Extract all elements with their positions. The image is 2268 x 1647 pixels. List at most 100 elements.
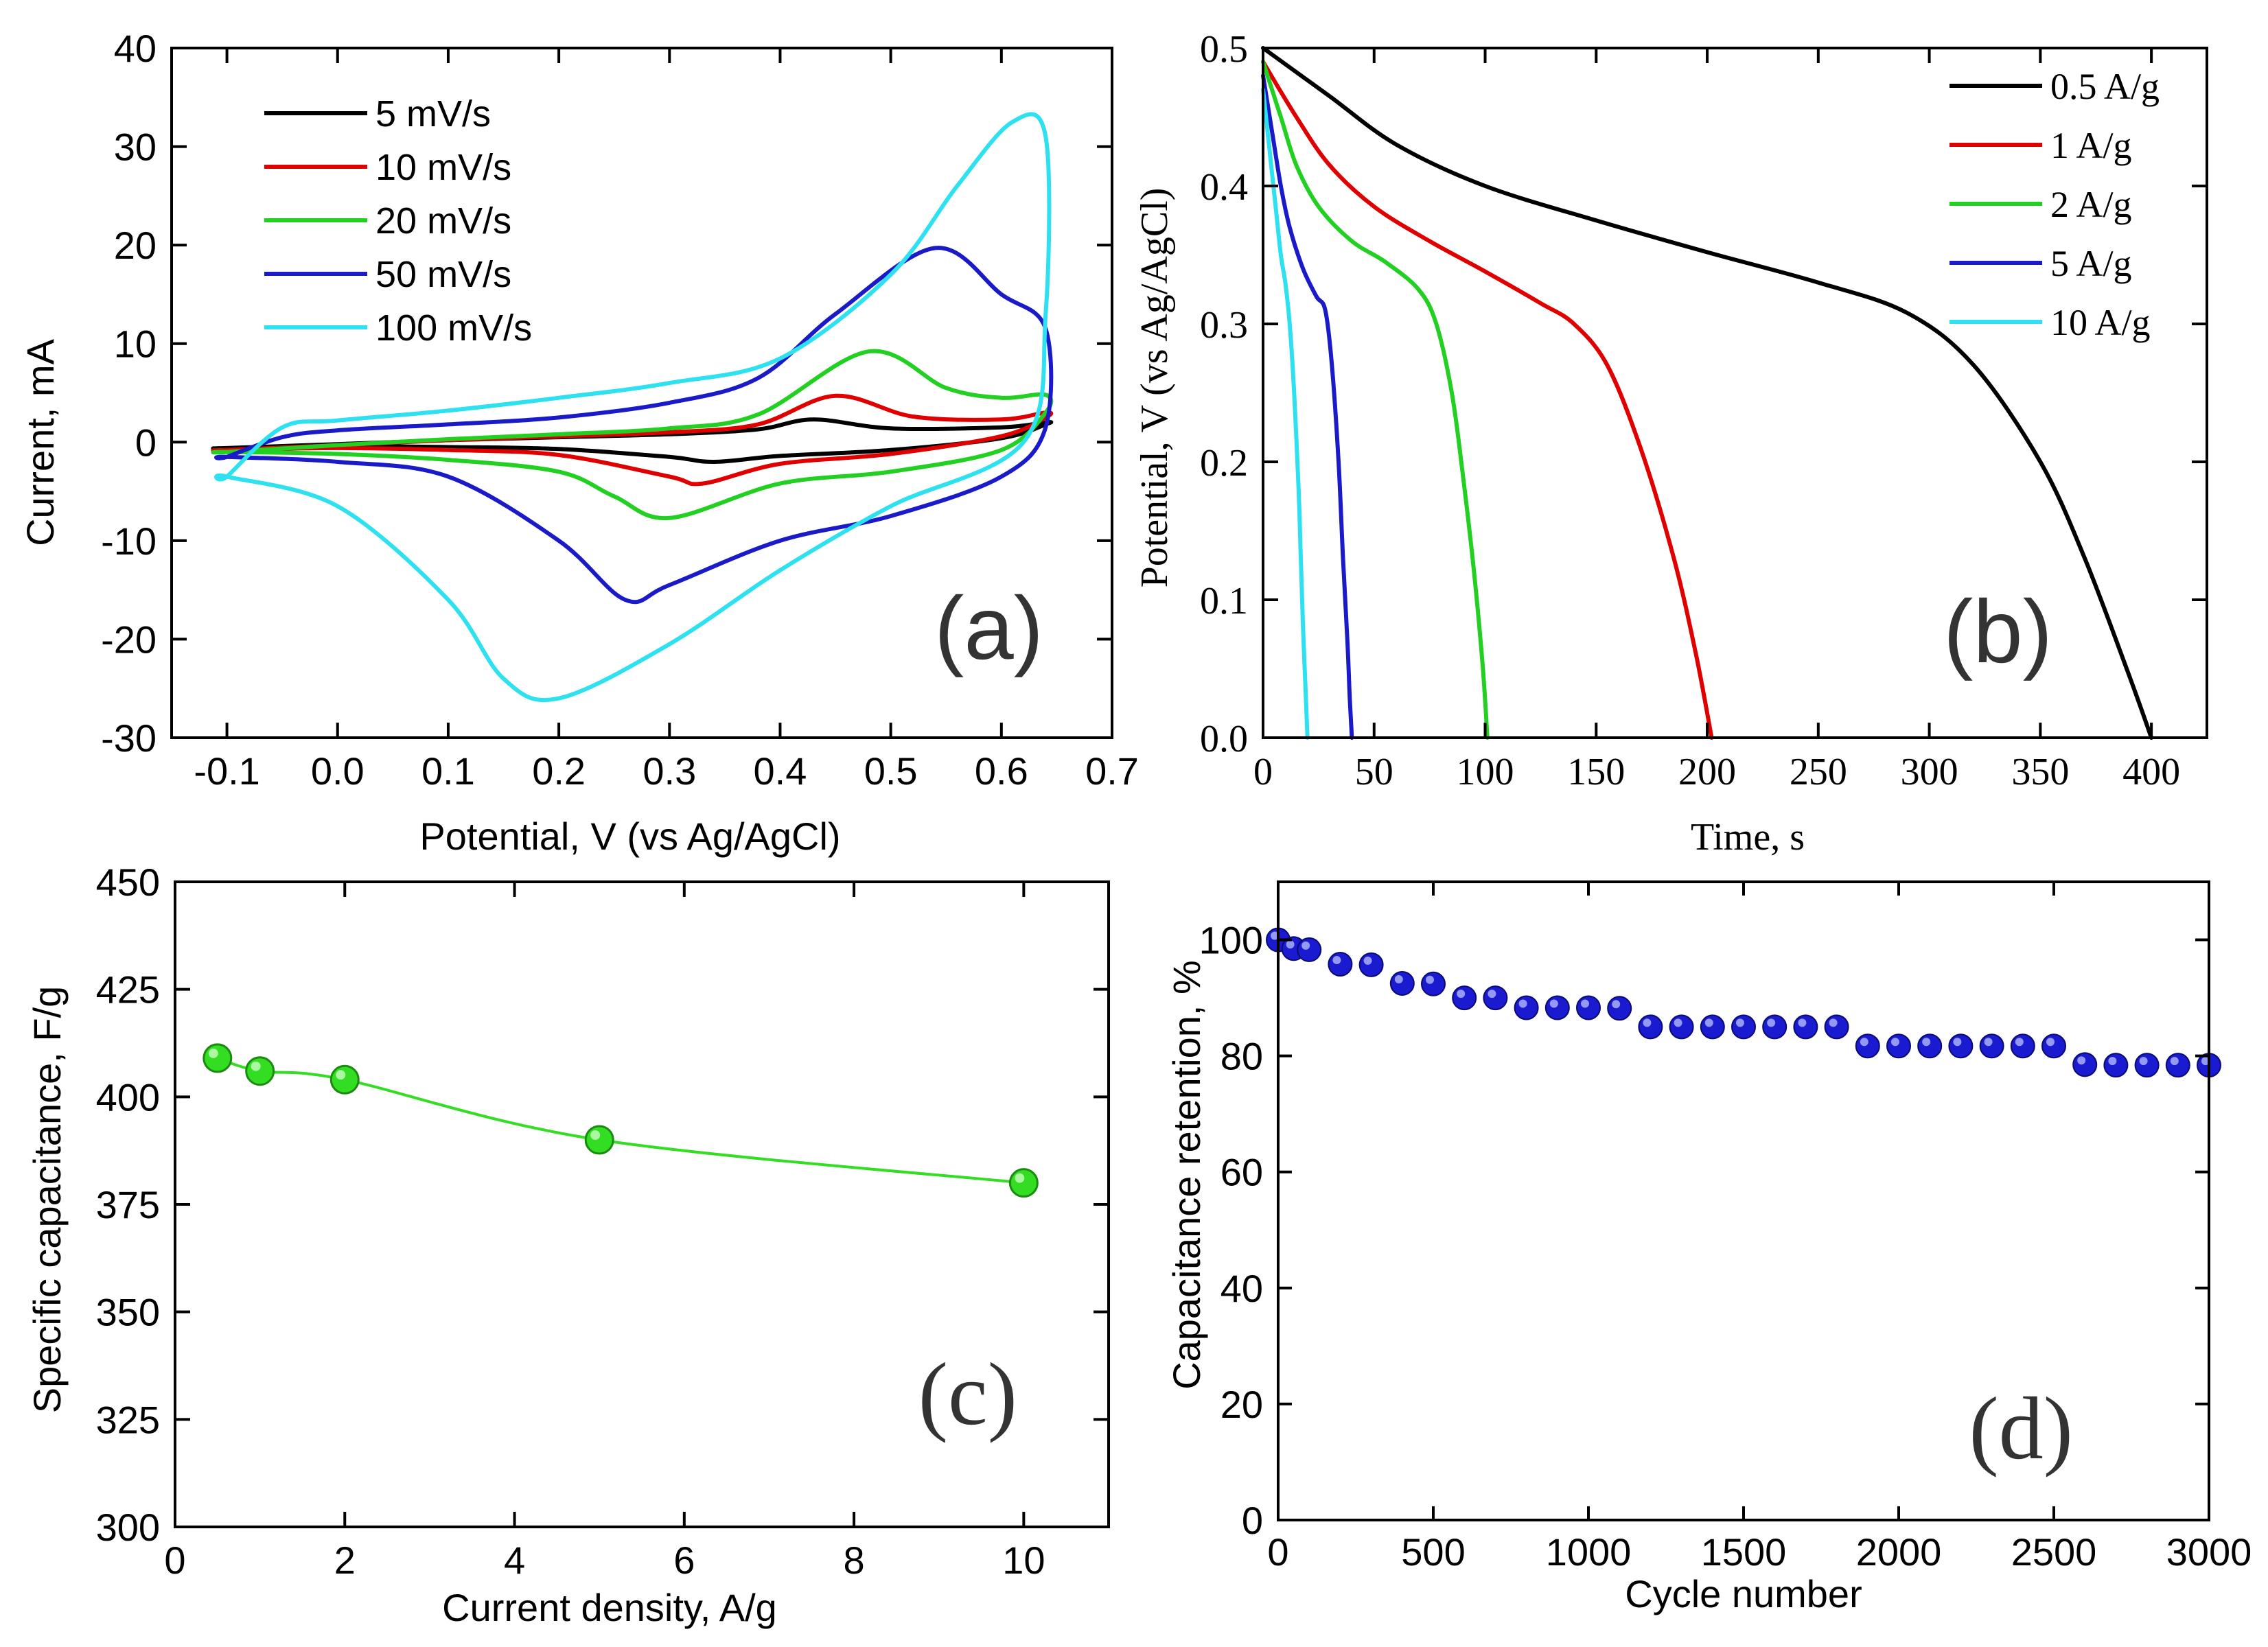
panel-d-data-point	[1389, 970, 1415, 996]
panel-a-x-tick-label: 0.7	[1085, 749, 1139, 793]
panel-a-plot-area	[211, 112, 1054, 703]
panel-a-series-line-4	[214, 246, 1054, 605]
panel-d-data-point-highlight	[2015, 1038, 2024, 1047]
panel-b-y-tick-label: 0.3	[1200, 304, 1248, 347]
panel-c-y-tick-label: 450	[96, 861, 160, 904]
panel-d-data-point-highlight	[1798, 1018, 1807, 1027]
panel-c-data-point	[329, 1064, 360, 1095]
panel-d-data-point-highlight	[1363, 956, 1372, 965]
panel-d-x-axis-label: Cycle number	[1625, 1572, 1862, 1615]
panel-b-legend-entry: 0.5 A/g	[2050, 66, 2160, 107]
panel-d-data-point	[1731, 1014, 1756, 1040]
panel-b-y-tick-label: 0.5	[1200, 28, 1248, 71]
panel-d-data-point-highlight	[1549, 999, 1558, 1008]
panel-b-gcd-chart: 0 50 100 150 200 250 300 350 400 0.0 0.1 0.2 0.3 0.4…	[1133, 28, 2208, 858]
panel-d-data-point-highlight	[1332, 956, 1341, 965]
panel-c-y-tick-label: 325	[96, 1398, 160, 1441]
panel-b-x-tick-label: 150	[1567, 751, 1625, 793]
panel-d-data-point	[1917, 1033, 1943, 1059]
panel-b-x-ticks: 0 50 100 150 200 250 300 350 400	[1253, 48, 2180, 793]
panel-d-data-point	[1886, 1033, 1911, 1059]
panel-b-legend-entry: 5 A/g	[2050, 243, 2132, 284]
panel-b-series-line-3	[1261, 60, 1490, 740]
panel-d-data-point-highlight	[1736, 1018, 1744, 1027]
panel-b-series-line-1	[1261, 46, 2154, 740]
panel-d-data-point-highlight	[2046, 1038, 2055, 1047]
panel-c-data-point-highlight	[208, 1048, 218, 1058]
panel-d-data-point	[1297, 937, 1322, 962]
panel-d-y-tick-label: 40	[1220, 1267, 1263, 1310]
panel-d-plot-area	[1266, 927, 2221, 1078]
panel-d-data-point-highlight	[1426, 975, 1434, 984]
panel-d-data-point-highlight	[1457, 990, 1466, 998]
panel-a-y-tick-label: -10	[101, 519, 157, 563]
panel-d-y-tick-label: 80	[1220, 1035, 1263, 1078]
panel-d-data-point-highlight	[1704, 1018, 1713, 1027]
panel-c-x-tick-label: 0	[164, 1539, 185, 1582]
panel-b-legend-entry: 2 A/g	[2050, 184, 2132, 225]
panel-a-frame	[170, 47, 1113, 739]
panel-d-data-point-highlight	[1984, 1038, 1993, 1047]
panel-c-y-axis-label: Specific capacitance, F/g	[25, 986, 69, 1414]
panel-c-x-axis-label: Current density, A/g	[442, 1586, 777, 1629]
panel-d-x-tick-label: 3000	[2166, 1530, 2252, 1574]
panel-b-series-line-4	[1261, 73, 1354, 740]
panel-d-data-point	[1607, 996, 1632, 1021]
panel-b-y-tick-label: 0.2	[1200, 442, 1248, 484]
panel-b-legend-entry: 1 A/g	[2050, 125, 2132, 166]
panel-a-x-tick-label: 0.1	[421, 749, 475, 793]
panel-b-label: (b)	[1943, 581, 2052, 681]
panel-d-y-tick-label: 60	[1220, 1151, 1263, 1194]
panel-d-data-point-highlight	[1488, 990, 1496, 998]
panel-c-label: (c)	[918, 1345, 1017, 1444]
panel-d-y-ticks: 0 20 40 60 80 100	[1199, 919, 2209, 1542]
panel-a-y-tick-label: 20	[114, 224, 157, 267]
panel-d-y-tick-label: 100	[1199, 919, 1263, 962]
panel-b-legend-entry: 10 A/g	[2050, 302, 2151, 343]
panel-b-y-tick-label: 0.0	[1200, 718, 1248, 760]
panel-a-x-tick-label: 0.4	[754, 749, 807, 793]
panel-d-data-point	[1544, 995, 1570, 1020]
panel-d-data-point	[2041, 1033, 2066, 1059]
panel-d-data-point	[1638, 1014, 1663, 1040]
panel-a-x-tick-label: 0.5	[864, 749, 918, 793]
panel-d-x-tick-label: 2500	[2011, 1530, 2097, 1574]
panel-c-data-point-highlight	[1015, 1173, 1025, 1183]
panel-a-y-tick-label: 40	[114, 27, 157, 70]
panel-c-y-tick-label: 350	[96, 1291, 160, 1334]
panel-c-data-point	[245, 1056, 275, 1086]
panel-d-x-tick-label: 500	[1401, 1530, 1465, 1574]
panel-a-legend-entry: 50 mV/s	[375, 254, 511, 295]
panel-d-data-point	[2134, 1053, 2160, 1078]
panel-a-x-axis-label: Potential, V (vs Ag/AgCl)	[419, 815, 840, 858]
panel-a-legend-entry: 20 mV/s	[375, 200, 511, 242]
panel-a-x-tick-label: 0.2	[532, 749, 586, 793]
panel-b-x-tick-label: 350	[2011, 751, 2069, 793]
panel-c-y-tick-label: 300	[96, 1506, 160, 1549]
panel-d-data-point-highlight	[1674, 1018, 1682, 1027]
panel-d-data-point-highlight	[1891, 1038, 1899, 1047]
panel-b-y-tick-label: 0.1	[1200, 580, 1248, 622]
panel-d-data-point	[1669, 1014, 1694, 1040]
panel-a-y-tick-label: -30	[101, 716, 157, 760]
panel-a-cv-chart: -0.1 0.0 0.1 0.2 0.3 0.4 0.5 0.6 0.7 -30 -20 -10 0 1…	[19, 27, 1139, 858]
panel-a-y-tick-label: 30	[114, 126, 157, 169]
panel-d-x-tick-label: 1000	[1546, 1530, 1632, 1574]
panel-b-y-axis-label: Potential, V (vs Ag/AgCl)	[1133, 188, 1176, 588]
panel-b-x-tick-label: 200	[1678, 751, 1736, 793]
panel-d-data-point	[1452, 985, 1477, 1011]
panel-c-x-tick-label: 6	[673, 1539, 695, 1582]
panel-d-retention-chart: 0 500 1000 1500 2000 2500 3000 0 20 40 60 80 100 Cy…	[1165, 880, 2252, 1615]
panel-c-capacitance-chart: 0 2 4 6 8 10 300 325 350 375 400 425 450 Current de…	[25, 861, 1110, 1629]
panel-a-y-tick-label: 10	[114, 323, 157, 366]
panel-d-data-point-highlight	[1922, 1038, 1931, 1047]
panel-d-data-point	[1483, 985, 1508, 1011]
panel-a-series-line-3	[211, 349, 1054, 520]
panel-b-x-tick-label: 100	[1457, 751, 1514, 793]
panel-c-data-point	[202, 1043, 233, 1073]
panel-b-x-tick-label: 400	[2122, 751, 2180, 793]
panel-a-x-ticks: -0.1 0.0 0.1 0.2 0.3 0.4 0.5 0.6 0.7	[194, 48, 1139, 793]
panel-b-frame	[1262, 47, 2208, 739]
panel-d-data-point-highlight	[1643, 1018, 1652, 1027]
panel-d-data-point	[1948, 1033, 1974, 1059]
